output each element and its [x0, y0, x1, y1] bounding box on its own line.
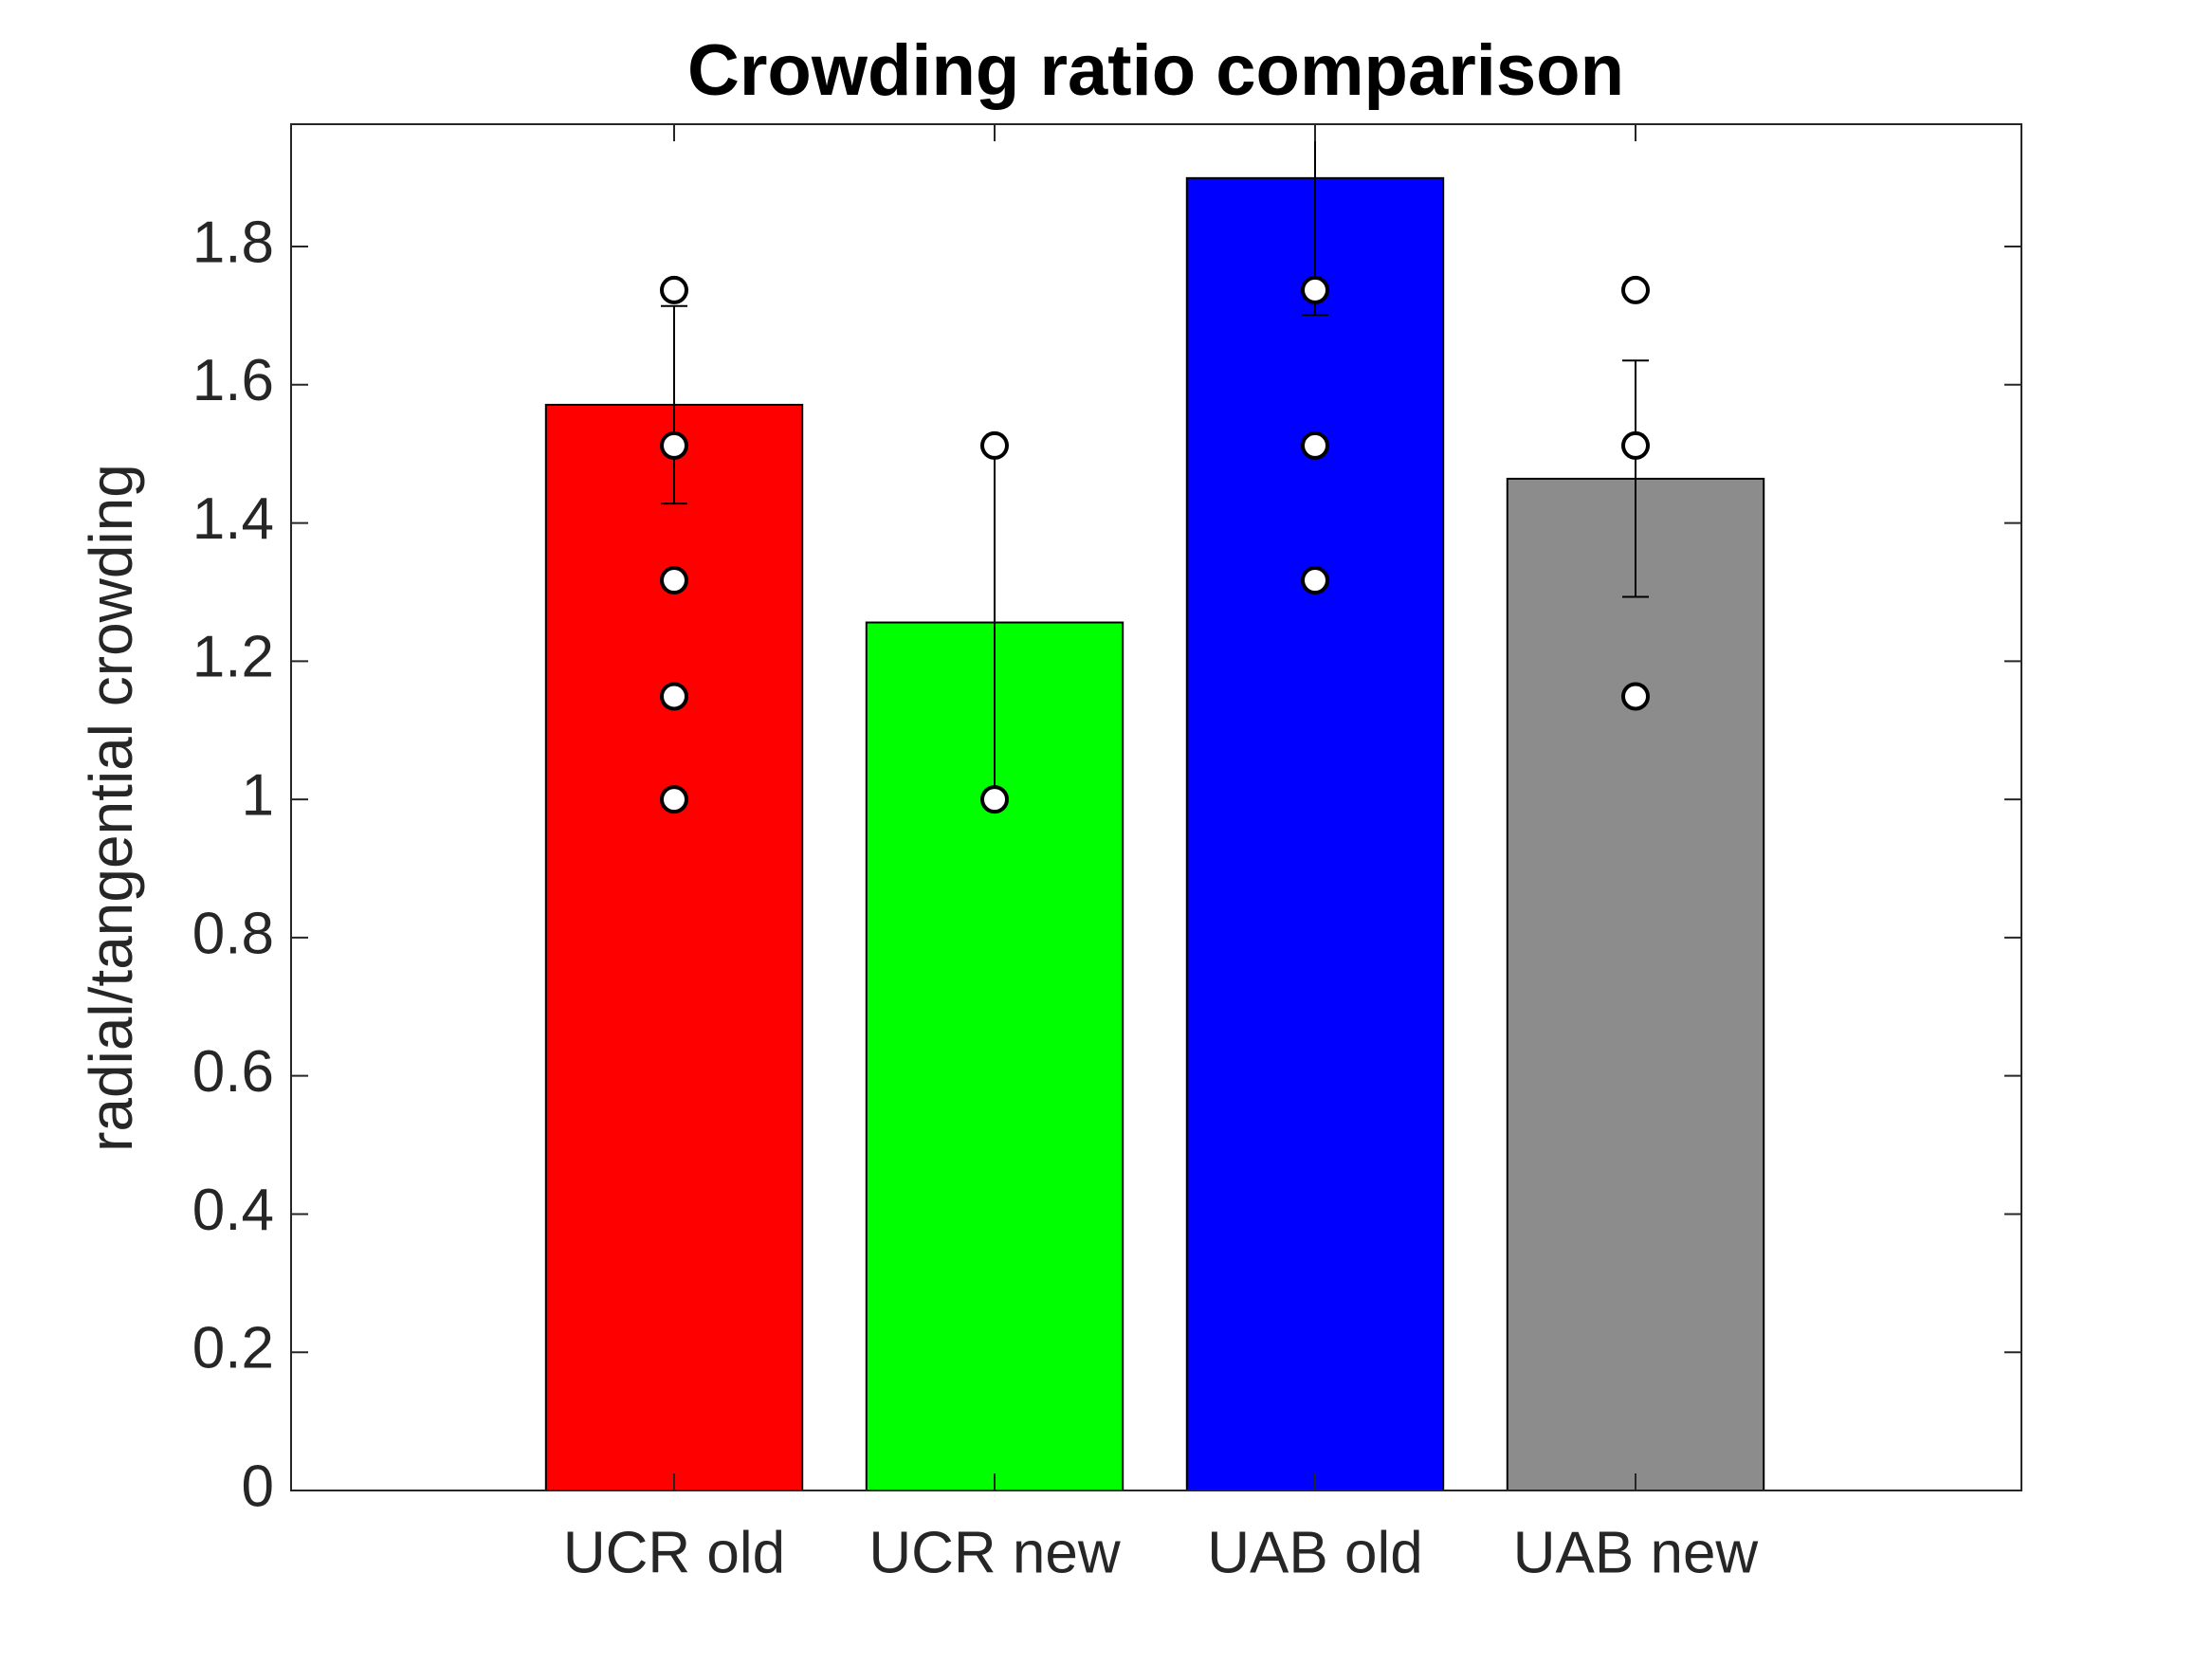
data-point: [1301, 430, 1329, 460]
y-tick-label: 0.8: [192, 901, 274, 966]
data-point: [660, 566, 688, 595]
data-point: [1621, 430, 1650, 460]
y-tick-label: 0.2: [192, 1316, 274, 1381]
y-tick-label: 0.4: [192, 1178, 274, 1243]
x-tick-label: UAB new: [1513, 1520, 1759, 1585]
y-tick-label: 1.4: [192, 486, 274, 552]
y-tick-label: 1: [242, 762, 274, 828]
data-point: [660, 430, 688, 460]
y-tick-label: 1.6: [192, 348, 274, 413]
data-point: [1301, 275, 1329, 304]
x-tick-label: UCR old: [563, 1520, 785, 1585]
data-point: [980, 785, 1009, 814]
data-point: [1621, 682, 1650, 711]
data-point: [1301, 566, 1329, 595]
x-tick-label: UCR new: [868, 1520, 1121, 1585]
chart-title: Crowding ratio comparison: [687, 30, 1624, 111]
y-axis-label: radial/tangential crowding: [77, 464, 145, 1152]
error-bar: [661, 304, 687, 505]
axes-box: [290, 123, 2022, 1491]
bar: [1185, 176, 1445, 1490]
y-tick-label: 0: [242, 1454, 274, 1519]
data-point: [980, 430, 1009, 460]
error-bar: [1302, 124, 1328, 317]
plot-area: [544, 124, 1765, 1490]
x-tick-label: UAB old: [1207, 1520, 1422, 1585]
data-point: [660, 275, 688, 304]
data-point: [660, 682, 688, 711]
y-tick-label: 1.8: [192, 210, 274, 275]
data-point: [660, 785, 688, 814]
y-tick-label: 1.2: [192, 625, 274, 690]
bar: [1506, 477, 1765, 1490]
data-point: [1621, 275, 1650, 304]
error-bar: [1622, 359, 1649, 598]
y-tick-label: 0.6: [192, 1039, 274, 1105]
